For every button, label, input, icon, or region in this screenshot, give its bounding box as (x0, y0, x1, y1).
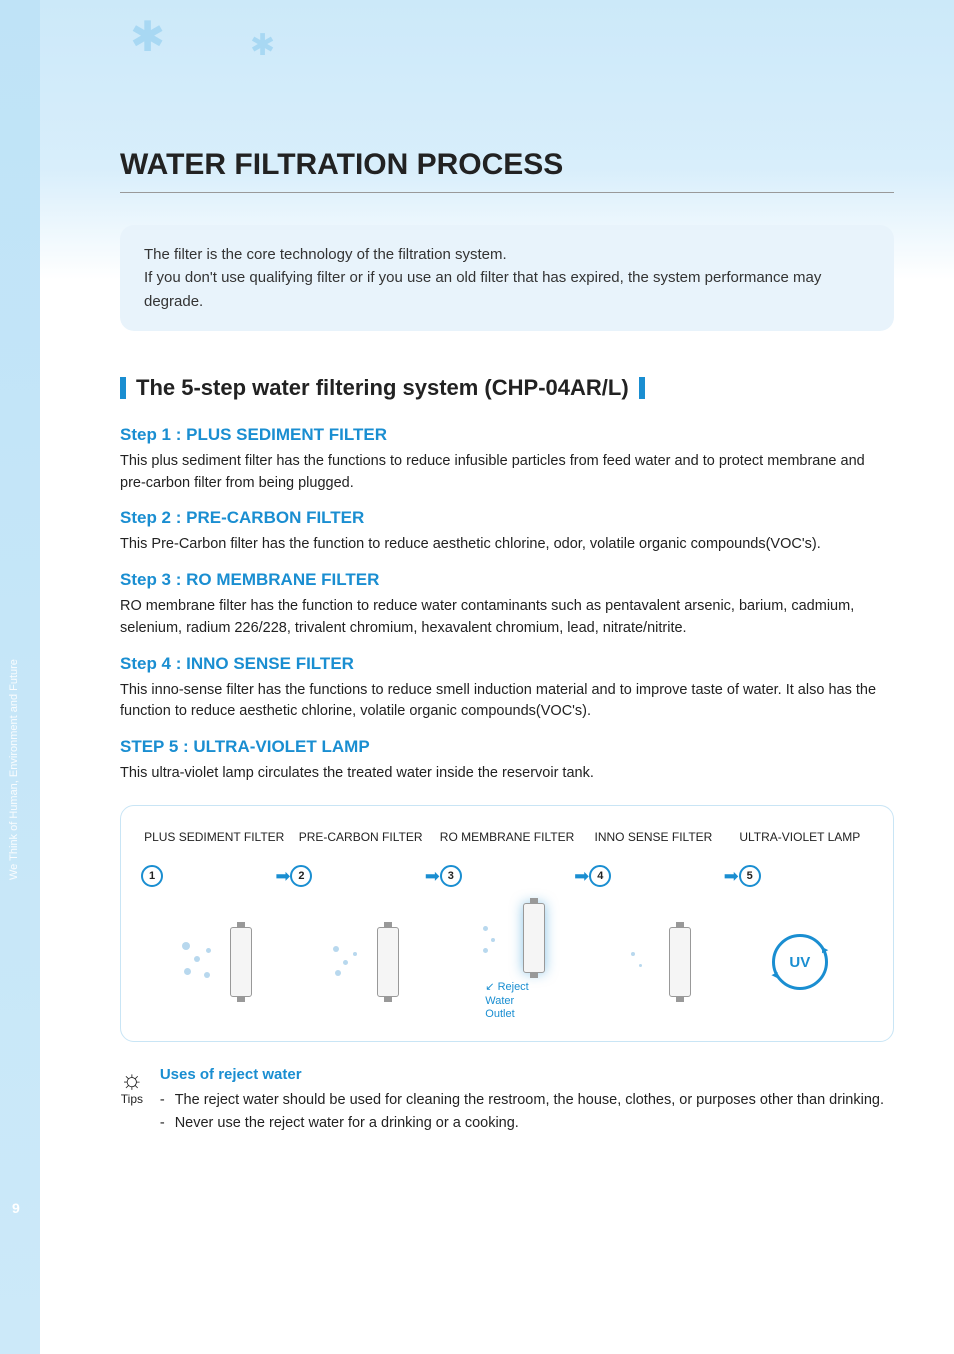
step-title: Step 1 : PLUS SEDIMENT FILTER (120, 425, 894, 445)
tips-content: Uses of reject water The reject water sh… (160, 1066, 894, 1135)
reject-line: Reject (498, 981, 529, 993)
step-number-badge: 1 (141, 865, 163, 887)
tips-section: ☼ Tips Uses of reject water The reject w… (120, 1066, 894, 1135)
diagram-filters-row: ↙ Reject Water Outlet UV (141, 903, 873, 1021)
step-number-badge: 5 (739, 865, 761, 887)
section-heading-text: The 5-step water filtering system (CHP-0… (136, 375, 629, 401)
tips-icon-label: Tips (120, 1092, 144, 1106)
step-body: This ultra-violet lamp circulates the tr… (120, 763, 894, 785)
intro-callout: The filter is the core technology of the… (120, 225, 894, 331)
tip-item: Never use the reject water for a drinkin… (175, 1112, 519, 1135)
step-number-badge: 4 (589, 865, 611, 887)
intro-line: If you don't use qualifying filter or if… (144, 266, 870, 313)
filter-cartridge-icon (669, 927, 691, 997)
arrow-right-icon: ➡ (574, 866, 589, 887)
diagram-number-row: 1 ➡ 2 ➡ 3 ➡ 4 ➡ 5 (141, 859, 873, 893)
page-title: WATER FILTRATION PROCESS (120, 148, 894, 193)
intro-line: The filter is the core technology of the… (144, 243, 870, 266)
step-body: This plus sediment filter has the functi… (120, 451, 894, 495)
particles-icon (176, 932, 224, 992)
arrow-right-icon: ➡ (724, 866, 739, 887)
step-title: STEP 5 : ULTRA-VIOLET LAMP (120, 737, 894, 757)
heading-bar-icon (639, 377, 645, 399)
diagram-label: INNO SENSE FILTER (580, 830, 726, 846)
diagram-label: PLUS SEDIMENT FILTER (141, 830, 287, 846)
arrow-right-icon: ➡ (425, 866, 440, 887)
particles-icon (615, 932, 663, 992)
diagram-labels-row: PLUS SEDIMENT FILTER PRE-CARBON FILTER R… (141, 830, 873, 846)
heading-bar-icon (120, 377, 126, 399)
reject-line: Water (485, 995, 514, 1007)
particles-icon (323, 932, 371, 992)
filter-cartridge-icon (377, 927, 399, 997)
diagram-label: PRE-CARBON FILTER (287, 830, 433, 846)
step-number-badge: 3 (440, 865, 462, 887)
step-title: Step 2 : PRE-CARBON FILTER (120, 508, 894, 528)
steps-list: Step 1 : PLUS SEDIMENT FILTER This plus … (120, 425, 894, 785)
step-number-badge: 2 (290, 865, 312, 887)
uv-lamp-icon: UV (772, 934, 828, 990)
lightbulb-icon: ☼ (120, 1066, 144, 1092)
filter-diagram: PLUS SEDIMENT FILTER PRE-CARBON FILTER R… (120, 805, 894, 1042)
section-heading: The 5-step water filtering system (CHP-0… (120, 375, 894, 401)
step-body: RO membrane filter has the function to r… (120, 596, 894, 640)
step-title: Step 4 : INNO SENSE FILTER (120, 654, 894, 674)
diagram-label: RO MEMBRANE FILTER (434, 830, 580, 846)
filter-cartridge-icon (523, 903, 545, 973)
reject-water-label: ↙ Reject Water Outlet (485, 981, 528, 1021)
page-number: 9 (12, 1200, 20, 1216)
tip-item: The reject water should be used for clea… (175, 1089, 884, 1112)
reject-line: Outlet (485, 1008, 514, 1020)
filter-cartridge-icon (230, 927, 252, 997)
diagram-label: ULTRA-VIOLET LAMP (727, 830, 873, 846)
main-content: WATER FILTRATION PROCESS The filter is t… (0, 0, 954, 1175)
step-title: Step 3 : RO MEMBRANE FILTER (120, 570, 894, 590)
arrow-right-icon: ➡ (275, 866, 290, 887)
particles-icon (469, 908, 517, 968)
tips-icon-block: ☼ Tips (120, 1066, 144, 1106)
uv-text: UV (789, 954, 810, 971)
tips-title: Uses of reject water (160, 1066, 894, 1083)
step-body: This inno-sense filter has the functions… (120, 680, 894, 724)
step-body: This Pre-Carbon filter has the function … (120, 534, 894, 556)
